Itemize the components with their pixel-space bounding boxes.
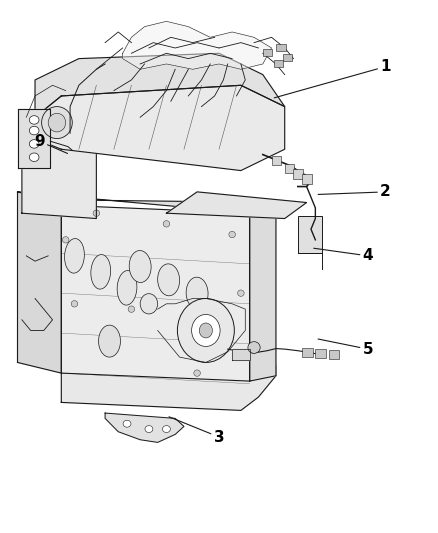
Ellipse shape bbox=[163, 221, 170, 227]
Bar bbox=[328, 350, 339, 359]
Polygon shape bbox=[35, 85, 285, 171]
Text: 9: 9 bbox=[34, 134, 67, 154]
Ellipse shape bbox=[177, 298, 234, 362]
Ellipse shape bbox=[29, 140, 39, 148]
FancyBboxPatch shape bbox=[298, 216, 322, 253]
Ellipse shape bbox=[42, 107, 72, 139]
Ellipse shape bbox=[48, 114, 66, 132]
Polygon shape bbox=[18, 109, 50, 168]
Polygon shape bbox=[250, 203, 276, 381]
Ellipse shape bbox=[199, 323, 212, 338]
Ellipse shape bbox=[29, 153, 39, 161]
Ellipse shape bbox=[117, 271, 137, 305]
Ellipse shape bbox=[237, 290, 244, 296]
Ellipse shape bbox=[71, 301, 78, 307]
Polygon shape bbox=[18, 192, 276, 213]
Ellipse shape bbox=[91, 255, 111, 289]
Ellipse shape bbox=[145, 425, 153, 433]
Bar bbox=[293, 169, 303, 179]
Ellipse shape bbox=[63, 237, 69, 243]
Ellipse shape bbox=[29, 126, 39, 135]
Ellipse shape bbox=[162, 425, 170, 433]
Bar bbox=[283, 54, 292, 61]
Bar bbox=[302, 174, 312, 184]
Polygon shape bbox=[166, 192, 307, 219]
Ellipse shape bbox=[194, 370, 200, 376]
Polygon shape bbox=[61, 365, 276, 410]
Polygon shape bbox=[61, 205, 250, 381]
Text: 4: 4 bbox=[314, 248, 373, 263]
Ellipse shape bbox=[93, 210, 99, 216]
Polygon shape bbox=[35, 53, 285, 117]
Ellipse shape bbox=[191, 314, 220, 346]
Ellipse shape bbox=[186, 277, 208, 309]
Polygon shape bbox=[22, 139, 96, 219]
Text: 5: 5 bbox=[318, 339, 373, 357]
Ellipse shape bbox=[229, 231, 236, 238]
Text: 2: 2 bbox=[318, 184, 391, 199]
Bar bbox=[272, 156, 281, 165]
Ellipse shape bbox=[248, 342, 260, 353]
Bar bbox=[276, 44, 286, 51]
Ellipse shape bbox=[140, 294, 158, 314]
Polygon shape bbox=[123, 21, 272, 69]
Text: 1: 1 bbox=[274, 59, 391, 98]
Polygon shape bbox=[18, 192, 61, 373]
Ellipse shape bbox=[123, 420, 131, 427]
Ellipse shape bbox=[29, 116, 39, 124]
Bar bbox=[315, 349, 326, 358]
Ellipse shape bbox=[99, 325, 120, 357]
Polygon shape bbox=[232, 349, 250, 360]
Ellipse shape bbox=[128, 306, 135, 312]
Ellipse shape bbox=[129, 251, 151, 282]
Bar bbox=[263, 49, 272, 56]
Polygon shape bbox=[105, 413, 184, 442]
Bar bbox=[285, 164, 294, 173]
Ellipse shape bbox=[158, 264, 180, 296]
Bar bbox=[274, 60, 283, 67]
Text: 3: 3 bbox=[169, 417, 224, 445]
Bar bbox=[302, 348, 313, 357]
Ellipse shape bbox=[64, 239, 85, 273]
